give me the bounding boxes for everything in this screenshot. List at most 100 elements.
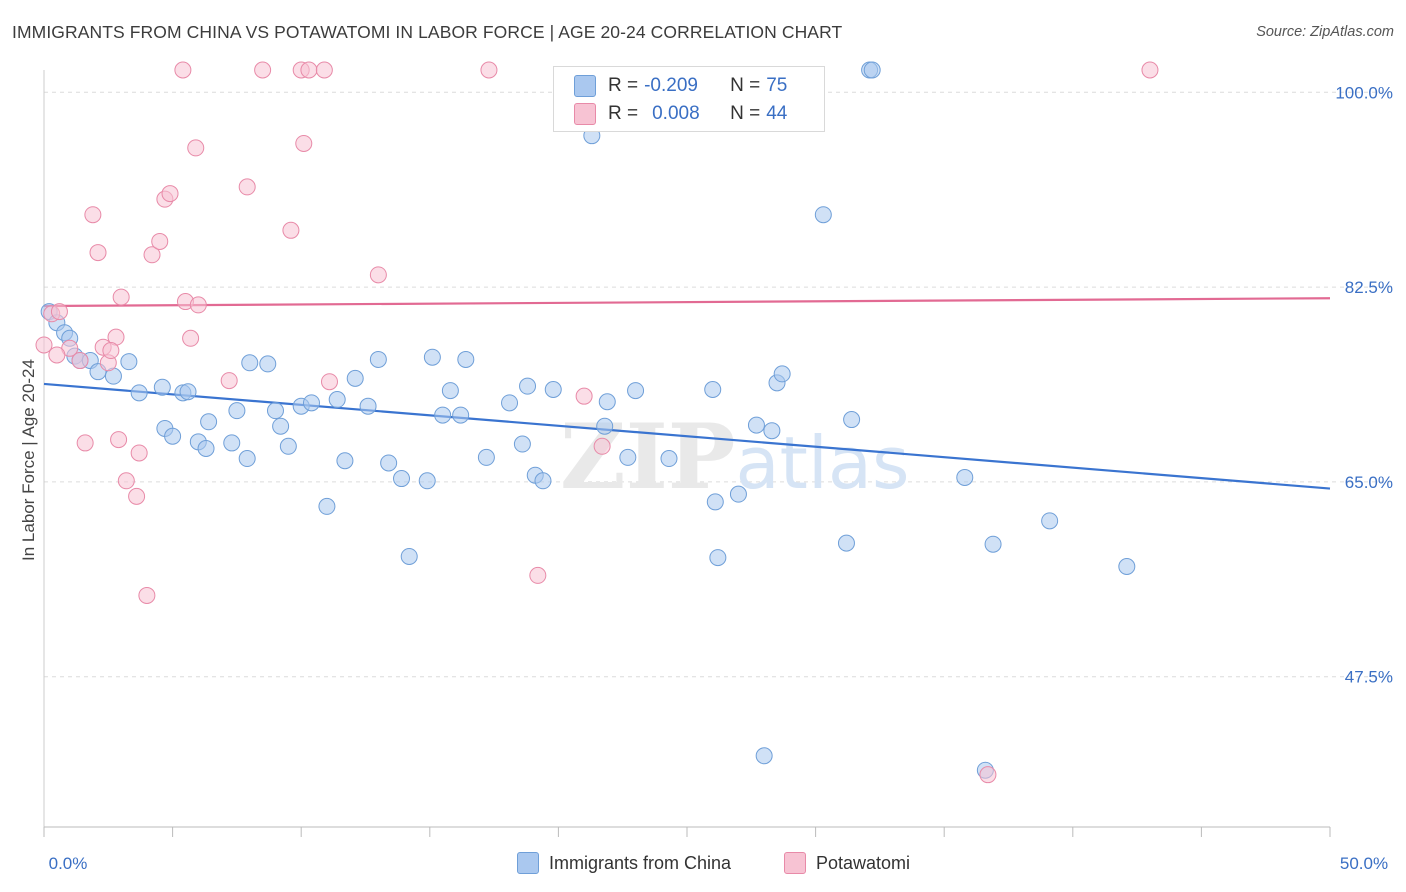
data-point — [434, 406, 452, 424]
data-point — [151, 232, 169, 250]
series-potawatomi-points — [35, 61, 1159, 784]
data-point — [238, 178, 256, 196]
data-point — [575, 387, 593, 405]
data-point — [457, 350, 475, 368]
data-point — [729, 485, 747, 503]
data-point — [50, 303, 68, 321]
data-point — [763, 422, 781, 440]
data-point — [984, 535, 1002, 553]
data-point — [544, 380, 562, 398]
data-point — [117, 472, 135, 490]
legend-r-value: -0.209 — [644, 75, 698, 96]
data-point — [279, 437, 297, 455]
y-axis-label: In Labor Force | Age 20-24 — [19, 359, 38, 561]
data-point — [161, 185, 179, 203]
data-point — [282, 221, 300, 239]
source-label: Source: ZipAtlas.com — [1256, 24, 1394, 40]
data-point — [220, 372, 238, 390]
data-point — [189, 296, 207, 314]
data-point — [519, 377, 537, 395]
data-point — [1118, 558, 1136, 576]
legend-swatch-potawatomi — [574, 103, 596, 125]
data-point — [76, 434, 94, 452]
legend-n-label: N = — [730, 103, 761, 124]
legend-r-label: R = — [608, 103, 639, 124]
data-point — [241, 354, 259, 372]
data-point — [380, 454, 398, 472]
data-point — [102, 342, 120, 360]
data-point — [863, 61, 881, 79]
data-point — [1041, 512, 1059, 530]
data-point — [709, 549, 727, 567]
data-point — [112, 288, 130, 306]
data-point — [200, 413, 218, 431]
data-point — [480, 61, 498, 79]
data-point — [529, 566, 547, 584]
data-point — [423, 348, 441, 366]
data-point — [228, 402, 246, 420]
data-point — [359, 397, 377, 415]
data-point — [706, 493, 724, 511]
trend-line-china — [43, 382, 1331, 490]
chart-title: IMMIGRANTS FROM CHINA VS POTAWATOMI IN L… — [12, 22, 843, 42]
y-tick-label: 100.0% — [1335, 83, 1393, 102]
legend-swatch-china — [574, 75, 596, 97]
data-point — [979, 766, 997, 784]
series-legend-potawatomi[interactable]: Potawatomi — [784, 852, 910, 874]
data-point — [187, 139, 205, 157]
data-point — [138, 586, 156, 604]
data-point — [300, 61, 318, 79]
data-point — [272, 417, 290, 435]
data-point — [302, 394, 320, 412]
watermark: ZIPatlas — [560, 404, 909, 510]
data-point — [84, 206, 102, 224]
data-point — [315, 61, 333, 79]
series-legend-china[interactable]: Immigrants from China — [517, 852, 731, 874]
legend-row-potawatomi: R = 0.008 N = 44 — [574, 100, 787, 128]
y-tick-label: 65.0% — [1345, 473, 1393, 492]
data-point — [441, 382, 459, 400]
data-point — [320, 373, 338, 391]
data-point — [128, 487, 146, 505]
legend-n-label: N = — [730, 75, 761, 96]
data-point — [747, 416, 765, 434]
legend-n-value: 75 — [766, 75, 788, 96]
data-point — [120, 353, 138, 371]
data-point — [182, 329, 200, 347]
legend-n-value: 44 — [766, 103, 788, 124]
data-point — [197, 440, 215, 457]
data-point — [660, 450, 678, 468]
data-point — [773, 365, 791, 383]
data-point — [89, 244, 107, 262]
data-point — [1141, 61, 1159, 79]
trend-line-potawatomi — [43, 297, 1331, 308]
series-china-points — [40, 61, 1136, 779]
watermark-atlas: atlas — [735, 421, 909, 505]
correlation-legend: R = -0.209 N = 75 R = 0.008 N = 44 — [553, 66, 825, 132]
data-points — [35, 61, 1159, 784]
data-point — [596, 417, 614, 435]
data-point — [501, 394, 519, 412]
data-point — [755, 747, 773, 765]
data-point — [143, 246, 161, 264]
y-tick-label: 47.5% — [1345, 668, 1393, 687]
data-point — [452, 406, 470, 424]
data-point — [843, 411, 861, 429]
data-point — [477, 448, 495, 466]
data-point — [369, 350, 387, 368]
data-point — [238, 450, 256, 468]
data-point — [418, 472, 436, 490]
data-point — [346, 369, 364, 387]
data-point — [837, 534, 855, 552]
data-point — [627, 382, 645, 400]
data-point — [223, 434, 241, 452]
y-tick-label: 82.5% — [1345, 278, 1393, 297]
data-point — [266, 402, 284, 420]
legend-r-value: 0.008 — [652, 103, 700, 124]
series-legend: Immigrants from China Potawatomi — [0, 852, 1406, 878]
data-point — [704, 380, 722, 398]
data-point — [259, 355, 277, 373]
data-point — [130, 384, 148, 402]
data-point — [534, 472, 552, 490]
